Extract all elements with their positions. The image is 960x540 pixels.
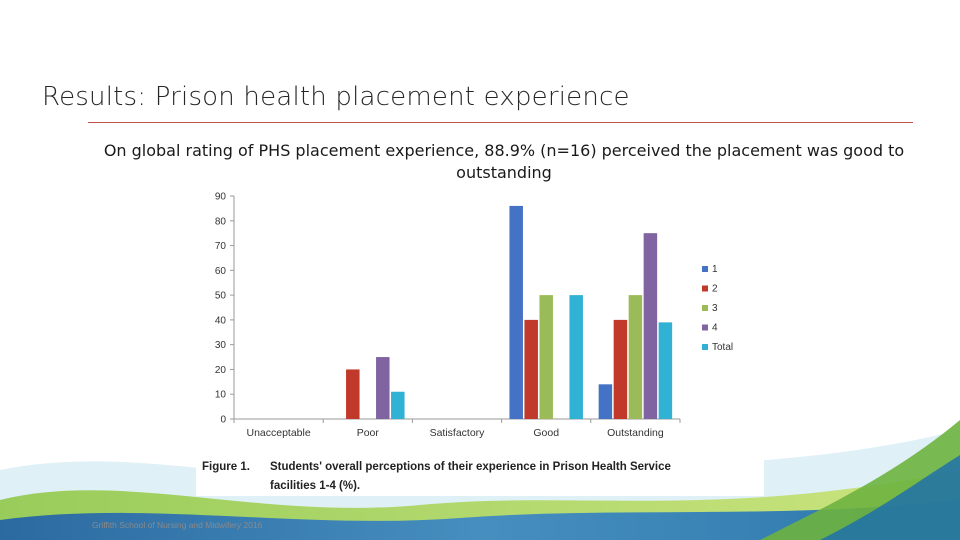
bar-good-series-total <box>569 295 583 419</box>
bar-chart: 0 10 20 30 40 50 60 70 80 90 Unacceptable Poor Sati… <box>202 192 733 493</box>
legend-label-4: 4 <box>712 323 718 334</box>
figure-caption-line1: Students' overall perceptions of their e… <box>270 461 671 473</box>
y-tick-label: 30 <box>215 340 227 351</box>
y-tick-label: 10 <box>215 390 227 401</box>
bar-good-series-3 <box>539 295 553 419</box>
footer-text: Griffith School of Nursing and Midwifery… <box>92 520 263 530</box>
x-tick-label: Good <box>533 427 559 439</box>
x-tick-label: Outstanding <box>607 427 664 439</box>
slide-subtitle: On global rating of PHS placement experi… <box>103 141 905 182</box>
legend-swatch-1 <box>702 266 708 272</box>
legend-swatch-3 <box>702 305 708 311</box>
legend-label-1: 1 <box>712 264 718 275</box>
bars <box>346 205 673 419</box>
title-divider <box>88 122 913 123</box>
y-tick-label: 90 <box>215 192 227 203</box>
bar-poor-series-2 <box>346 369 360 419</box>
legend-swatch-total <box>702 344 708 350</box>
bar-poor-series-4 <box>376 357 390 419</box>
x-tick-label: Unacceptable <box>246 427 310 439</box>
bar-good-series-1 <box>509 205 523 419</box>
bar-outstanding-series-total <box>658 322 673 419</box>
figure-label: Figure 1. <box>202 461 250 473</box>
bar-outstanding-series-3 <box>628 295 643 419</box>
slide-title: Results: Prison health placement experie… <box>42 82 630 112</box>
legend: 1 2 3 4 Total <box>702 264 733 353</box>
bar-poor-series-total <box>391 391 405 419</box>
y-tick-label: 20 <box>215 365 227 376</box>
y-tick-label: 0 <box>220 415 226 426</box>
bar-good-series-2 <box>524 319 538 419</box>
legend-label-3: 3 <box>712 303 718 314</box>
bar-outstanding-series-1 <box>598 384 613 419</box>
x-tick-label: Poor <box>357 427 380 439</box>
y-tick-label: 40 <box>215 315 227 326</box>
legend-swatch-2 <box>702 285 708 292</box>
legend-label-2: 2 <box>712 284 718 295</box>
bar-outstanding-series-4 <box>643 233 658 419</box>
wave-blue <box>0 500 960 540</box>
bar-outstanding-series-2 <box>613 319 628 419</box>
y-tick-label: 60 <box>215 266 227 277</box>
x-axis-labels: Unacceptable Poor Satisfactory Good Outstand… <box>233 419 681 439</box>
y-tick-label: 50 <box>215 291 227 302</box>
legend-label-total: Total <box>712 342 733 353</box>
y-tick-label: 80 <box>215 216 227 227</box>
y-tick-label: 70 <box>215 241 227 252</box>
figure-caption-line2: facilities 1-4 (%). <box>270 480 360 492</box>
x-tick-label: Satisfactory <box>430 427 486 439</box>
legend-swatch-4 <box>702 324 708 331</box>
wave-blue-right <box>820 455 960 540</box>
figure-panel: 0 10 20 30 40 50 60 70 80 90 Unacceptable Poor Sati… <box>196 186 764 496</box>
